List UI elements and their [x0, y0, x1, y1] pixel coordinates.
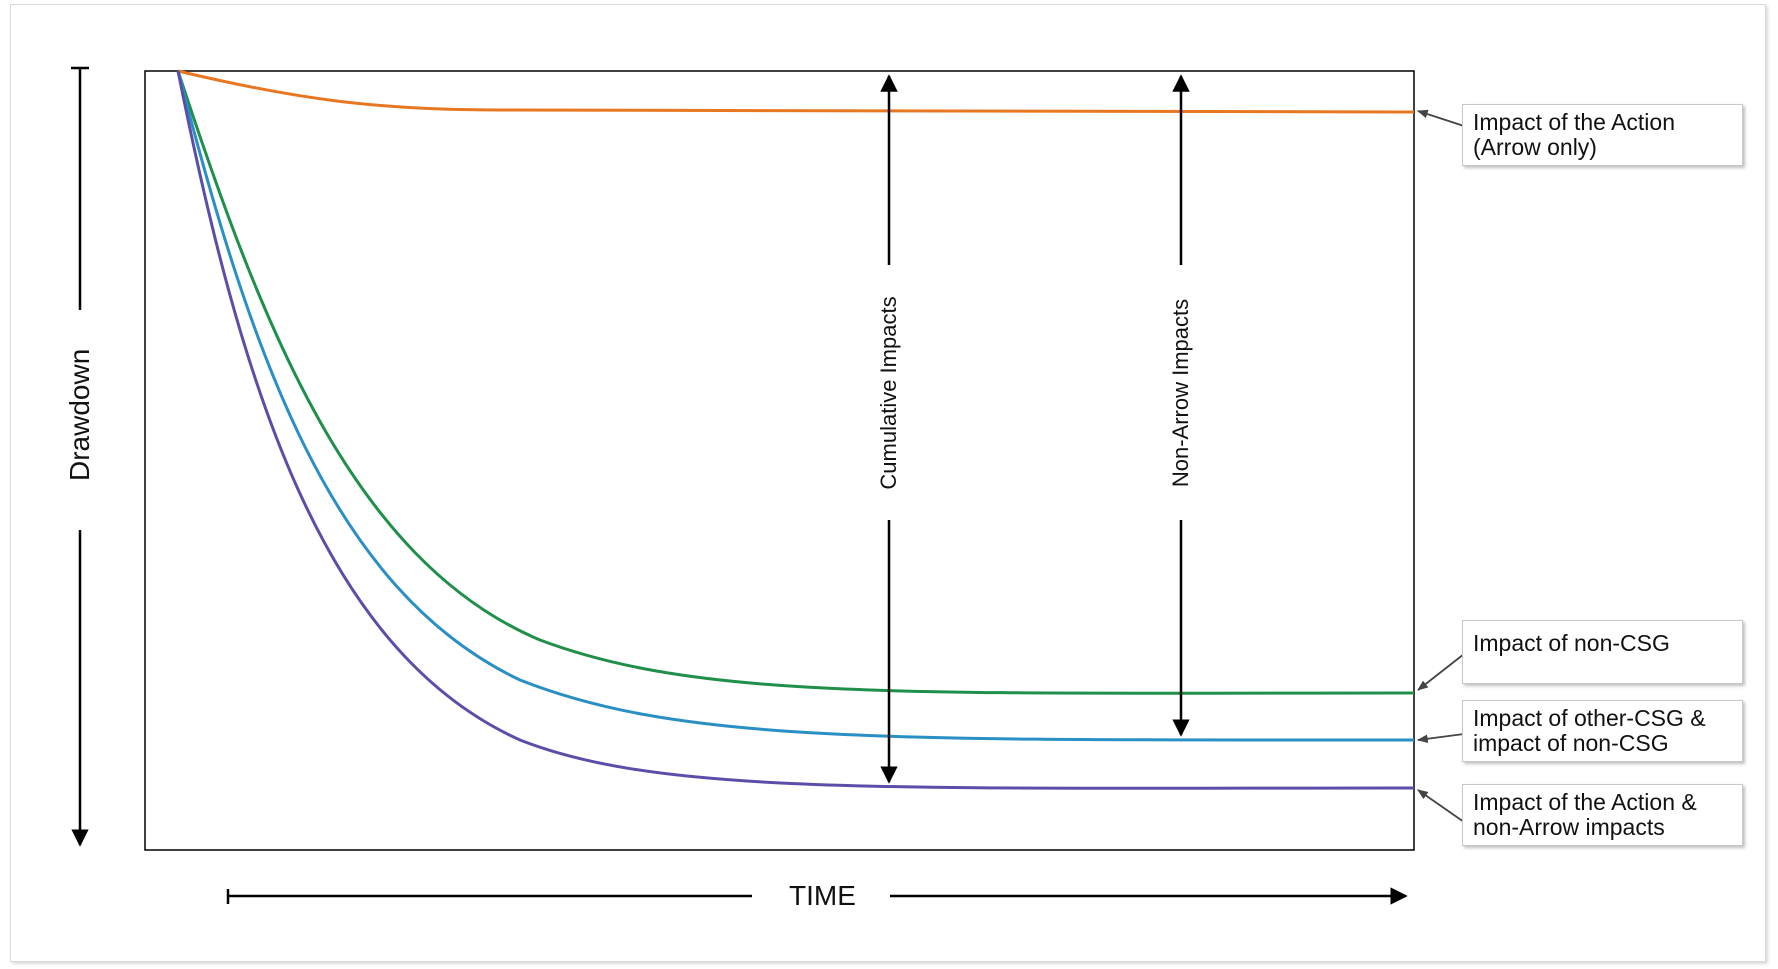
- leader-action: [1416, 109, 1465, 127]
- curve-action-non-arrow: [176, 70, 1415, 790]
- figure-frame: [10, 4, 1766, 962]
- leader-action-non-arrow: [1417, 789, 1465, 823]
- curve-action: [177, 69, 1415, 114]
- curve-non-csg: [176, 70, 1415, 695]
- y-axis-label: Drawdown: [64, 348, 95, 481]
- callout-action: Impact of the Action (Arrow only): [1462, 104, 1743, 166]
- leader-non-csg: [1417, 653, 1465, 691]
- x-axis-arrow: [226, 887, 1408, 905]
- cumulative-impacts-label: Cumulative Impacts: [876, 296, 901, 490]
- curve-other-csg: [176, 70, 1415, 742]
- callout-other-csg: Impact of other-CSG & impact of non-CSG: [1462, 700, 1743, 762]
- non-arrow-impacts-label: Non-Arrow Impacts: [1168, 298, 1193, 488]
- y-axis-arrow: [71, 66, 89, 847]
- plot-area: [144, 70, 1415, 851]
- callout-non-csg: Impact of non-CSG: [1462, 620, 1743, 684]
- leader-other-csg: [1416, 733, 1465, 744]
- callout-action-non-arrow: Impact of the Action & non-Arrow impacts: [1462, 784, 1743, 846]
- x-axis-label: TIME: [789, 880, 856, 911]
